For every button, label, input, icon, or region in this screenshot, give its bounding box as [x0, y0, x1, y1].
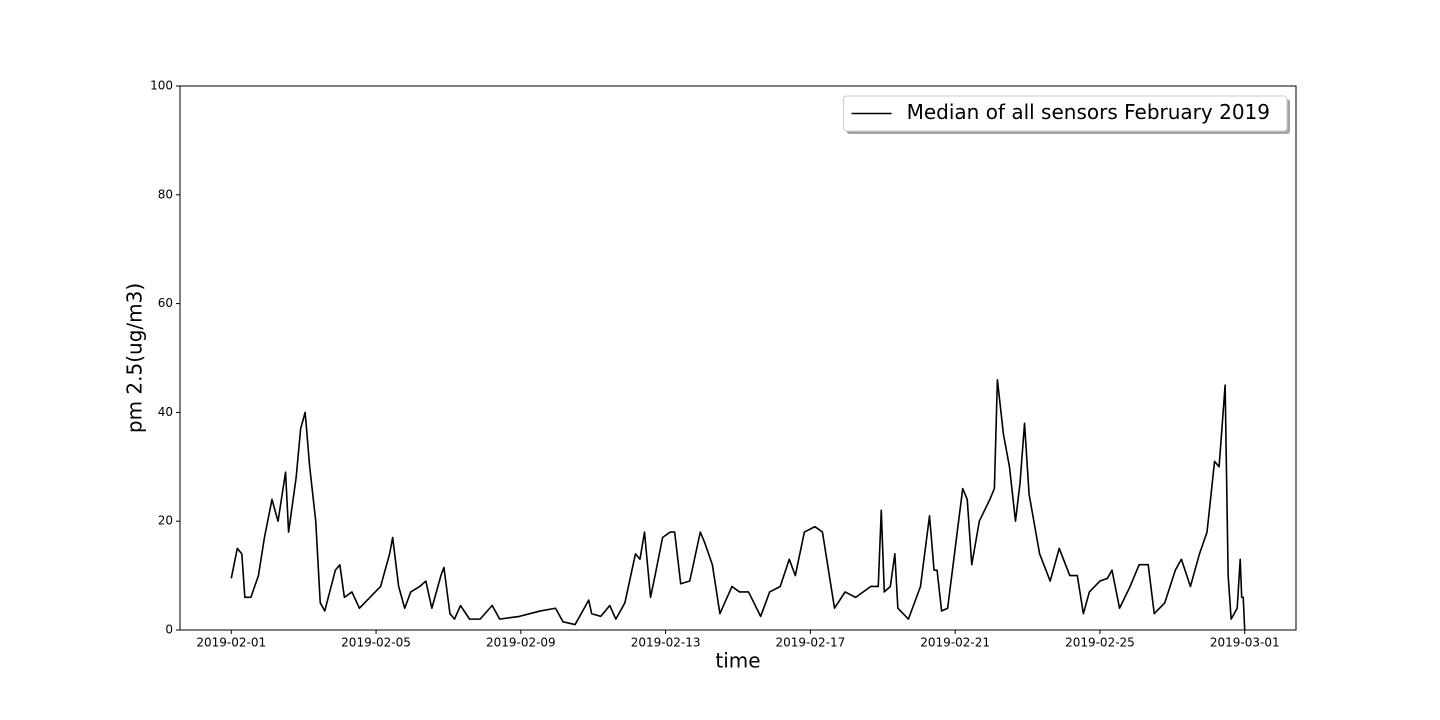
x-tick-label: 2019-02-17	[776, 636, 846, 650]
plot-frame	[179, 85, 1297, 631]
y-tick-label: 40	[158, 405, 173, 419]
y-tick-label: 60	[158, 296, 173, 310]
legend-label: Median of all sensors February 2019	[907, 100, 1270, 124]
x-tick-label: 2019-03-01	[1210, 636, 1280, 650]
x-tick-label: 2019-02-01	[196, 636, 266, 650]
x-tick-label: 2019-02-09	[486, 636, 556, 650]
legend-box	[843, 95, 1288, 132]
y-tick-label: 0	[165, 623, 173, 637]
x-tick-label: 2019-02-25	[1065, 636, 1135, 650]
legend: Median of all sensors February 2019	[843, 95, 1290, 134]
y-tick-label: 100	[150, 79, 173, 93]
data-line	[230, 378, 1246, 631]
x-tick-label: 2019-02-13	[631, 636, 701, 650]
x-tick-label: 2019-02-21	[920, 636, 990, 650]
x-axis-label: time	[715, 649, 760, 673]
y-tick-label: 80	[158, 187, 173, 201]
x-tick-label: 2019-02-05	[341, 636, 411, 650]
y-tick-label: 20	[158, 514, 173, 528]
y-axis-label: pm 2.5(ug/m3)	[123, 283, 147, 433]
